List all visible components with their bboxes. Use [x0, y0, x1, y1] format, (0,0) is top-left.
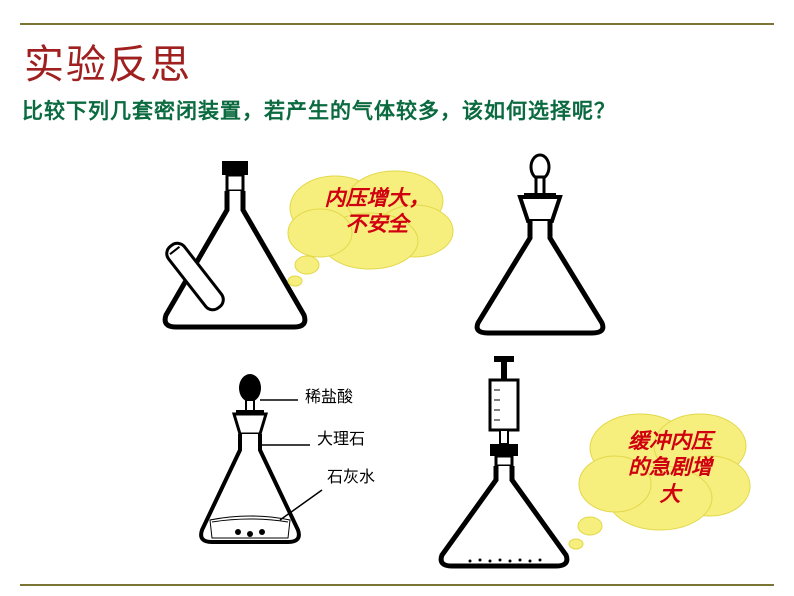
cloud2-line3: 大	[660, 482, 681, 506]
flask-labels: 稀盐酸 大理石 石灰水	[305, 390, 375, 486]
label-acid: 稀盐酸	[305, 390, 375, 406]
cloud2-line1: 缓冲内压	[628, 429, 712, 453]
labeled-flask-diagram	[150, 370, 430, 565]
cloud1-line2: 不安全	[346, 212, 409, 236]
label-limewater: 石灰水	[327, 470, 375, 486]
slide: 实验反思 比较下列几套密闭装置，若产生的气体较多，该如何选择呢？ 内压增大， 不…	[0, 0, 794, 596]
cloud-1-text: 内压增大， 不安全	[302, 185, 452, 238]
cloud-2-text: 缓冲内压 的急剧增 大	[605, 428, 735, 507]
top-rule	[20, 23, 774, 25]
label-marble: 大理石	[317, 432, 375, 448]
cloud2-line2: 的急剧增	[628, 455, 712, 479]
bottom-rule	[20, 584, 774, 586]
page-title: 实验反思	[24, 32, 192, 90]
question-prompt: 比较下列几套密闭装置，若产生的气体较多，该如何选择呢？	[22, 95, 772, 125]
flask-with-dropper-diagram	[460, 153, 620, 338]
cloud1-line1: 内压增大，	[325, 186, 430, 210]
